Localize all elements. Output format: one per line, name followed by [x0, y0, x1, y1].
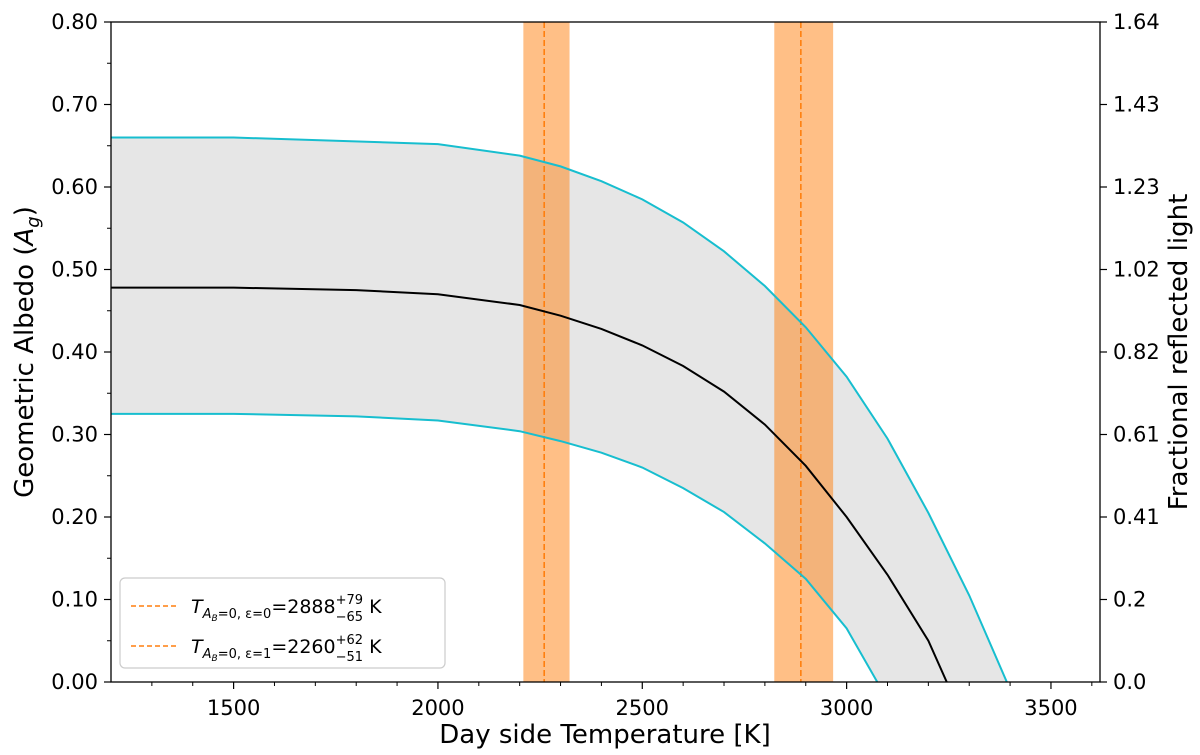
- y-tick-label: 0.10: [51, 588, 98, 612]
- y2-tick-label: 0.41: [1113, 505, 1160, 529]
- x-tick-label: 3000: [820, 696, 873, 720]
- y2-tick-label: 1.02: [1113, 258, 1160, 282]
- y2-tick-label: 1.23: [1113, 175, 1160, 199]
- y-tick-label: 0.40: [51, 340, 98, 364]
- y-tick-label: 0.30: [51, 423, 98, 447]
- x-tick-label: 2000: [411, 696, 464, 720]
- legend-label-eps0: TAB=0, ε=0=2888+79 −65 K: [191, 593, 382, 625]
- y-axis-left-label-symbol: A: [10, 228, 40, 248]
- x-axis-ticks: 1500 2000 2500 3000 3500: [151, 682, 1093, 720]
- y2-tick-label: 0.61: [1113, 423, 1160, 447]
- temperature-band-eps1: [523, 22, 570, 682]
- x-tick-label: 3500: [1024, 696, 1077, 720]
- plot-area: [111, 22, 1008, 682]
- y2-tick-label: 0.2: [1113, 588, 1146, 612]
- y-tick-label: 0.60: [51, 175, 98, 199]
- legend: TAB=0, ε=0=2888+79 −65 K TAB=0, ε=1=2260+6…: [119, 577, 446, 669]
- legend-label-eps1: TAB=0, ε=1=2260+62 −51 K: [191, 633, 382, 665]
- y-tick-label: 0.80: [51, 10, 98, 34]
- y2-tick-label: 1.64: [1113, 10, 1160, 34]
- y-axis-left-label-prefix: Geometric Albedo (: [10, 246, 40, 498]
- lower-bound-line: [111, 412, 879, 682]
- upper-bound-line: [111, 136, 1008, 682]
- y-axis-left-ticks: 0.00 0.10 0.20 0.30 0.40 0.50 0.60 0.70 0.80: [51, 10, 111, 694]
- y-tick-label: 0.50: [51, 258, 98, 282]
- y-tick-label: 0.70: [51, 93, 98, 117]
- y-tick-label: 0.00: [51, 670, 98, 694]
- y2-tick-label: 1.43: [1113, 93, 1160, 117]
- x-axis-label: Day side Temperature [K]: [439, 720, 770, 750]
- y2-tick-label: 0.0: [1113, 670, 1146, 694]
- y-axis-left-label: Geometric Albedo (Ag): [10, 206, 44, 498]
- legend-box: [119, 577, 446, 669]
- y-axis-left-label-subscript: g: [23, 216, 44, 227]
- y2-tick-label: 0.82: [1113, 340, 1160, 364]
- y-tick-label: 0.20: [51, 505, 98, 529]
- temperature-band-eps0: [774, 22, 834, 682]
- temperature-bands: [523, 22, 834, 682]
- y-axis-right-ticks: 0.0 0.2 0.41 0.61 0.82 1.02 1.23 1.43 1.64: [1100, 10, 1160, 694]
- y-axis-left-label-suffix: ): [10, 206, 40, 216]
- y-axis-right-label: Fractional reflected light: [1164, 194, 1194, 511]
- x-tick-label: 2500: [616, 696, 669, 720]
- x-tick-label: 1500: [207, 696, 260, 720]
- median-line: [111, 286, 948, 682]
